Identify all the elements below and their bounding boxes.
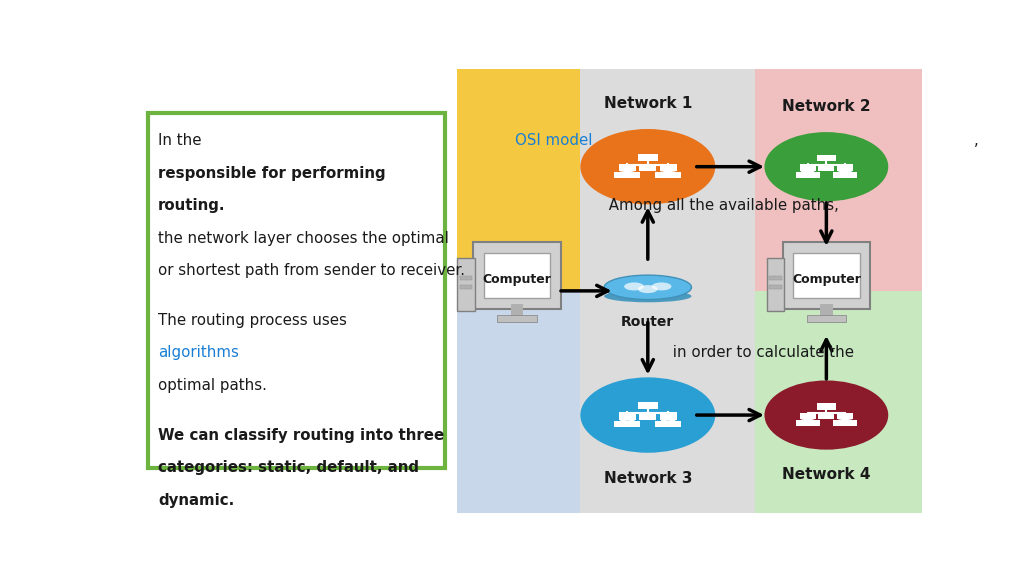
FancyBboxPatch shape [845, 420, 857, 426]
Text: Network 1: Network 1 [603, 96, 692, 111]
Circle shape [581, 377, 715, 453]
Text: the network layer chooses the optimal: the network layer chooses the optimal [158, 230, 450, 245]
Text: responsible for performing: responsible for performing [158, 166, 386, 181]
FancyBboxPatch shape [497, 315, 537, 322]
FancyBboxPatch shape [796, 420, 808, 426]
FancyBboxPatch shape [581, 69, 755, 513]
FancyBboxPatch shape [817, 155, 836, 161]
Text: The routing process uses: The routing process uses [158, 313, 352, 328]
FancyBboxPatch shape [483, 253, 550, 298]
Text: Computer: Computer [482, 273, 551, 286]
FancyBboxPatch shape [838, 412, 853, 419]
FancyBboxPatch shape [147, 113, 445, 468]
FancyBboxPatch shape [800, 412, 815, 419]
FancyBboxPatch shape [755, 69, 922, 291]
FancyBboxPatch shape [834, 172, 846, 177]
FancyBboxPatch shape [655, 420, 669, 427]
FancyBboxPatch shape [659, 412, 677, 420]
Ellipse shape [625, 282, 644, 290]
Text: ,: , [974, 134, 984, 149]
FancyBboxPatch shape [807, 420, 819, 426]
FancyBboxPatch shape [769, 276, 782, 280]
Ellipse shape [604, 275, 691, 300]
FancyBboxPatch shape [668, 420, 681, 427]
FancyBboxPatch shape [668, 172, 681, 179]
Text: Network 3: Network 3 [603, 471, 692, 486]
Text: OSI model: OSI model [515, 134, 593, 149]
FancyBboxPatch shape [458, 291, 581, 513]
Ellipse shape [604, 290, 691, 302]
FancyBboxPatch shape [627, 172, 640, 179]
FancyBboxPatch shape [807, 172, 819, 177]
Text: Network 2: Network 2 [782, 99, 870, 115]
FancyBboxPatch shape [614, 420, 628, 427]
Circle shape [765, 132, 888, 201]
FancyBboxPatch shape [838, 164, 853, 171]
FancyBboxPatch shape [769, 285, 782, 289]
FancyBboxPatch shape [845, 172, 857, 177]
Text: categories: static, default, and: categories: static, default, and [158, 460, 419, 475]
Text: routing.: routing. [158, 198, 225, 213]
FancyBboxPatch shape [793, 253, 860, 298]
FancyBboxPatch shape [638, 154, 658, 161]
Ellipse shape [638, 285, 657, 293]
Text: Network 4: Network 4 [782, 467, 870, 483]
FancyBboxPatch shape [460, 285, 472, 289]
Circle shape [765, 381, 888, 450]
FancyBboxPatch shape [458, 258, 475, 311]
FancyBboxPatch shape [614, 172, 628, 179]
Text: We can classify routing into three: We can classify routing into three [158, 428, 444, 443]
FancyBboxPatch shape [458, 69, 581, 291]
FancyBboxPatch shape [818, 164, 835, 171]
FancyBboxPatch shape [659, 164, 677, 171]
FancyBboxPatch shape [473, 242, 560, 309]
Text: Computer: Computer [792, 273, 861, 286]
FancyBboxPatch shape [755, 291, 922, 513]
Ellipse shape [651, 282, 672, 290]
FancyBboxPatch shape [782, 242, 870, 309]
Circle shape [581, 129, 715, 204]
FancyBboxPatch shape [511, 304, 523, 317]
Text: Router: Router [622, 315, 675, 329]
FancyBboxPatch shape [627, 420, 640, 427]
FancyBboxPatch shape [818, 412, 835, 419]
FancyBboxPatch shape [796, 172, 808, 177]
FancyBboxPatch shape [638, 402, 658, 410]
FancyBboxPatch shape [807, 315, 846, 322]
Text: or shortest path from sender to receiver.: or shortest path from sender to receiver… [158, 263, 465, 278]
FancyBboxPatch shape [834, 420, 846, 426]
Text: optimal paths.: optimal paths. [158, 378, 267, 393]
FancyBboxPatch shape [817, 403, 836, 410]
FancyBboxPatch shape [618, 412, 636, 420]
FancyBboxPatch shape [639, 164, 656, 171]
FancyBboxPatch shape [639, 412, 656, 420]
Text: in order to calculate the: in order to calculate the [668, 346, 854, 361]
Text: Among all the available paths,: Among all the available paths, [604, 198, 839, 213]
FancyBboxPatch shape [655, 172, 669, 179]
Text: dynamic.: dynamic. [158, 493, 234, 508]
Text: algorithms: algorithms [158, 346, 239, 361]
Text: In the: In the [158, 134, 207, 149]
FancyBboxPatch shape [767, 258, 784, 311]
FancyBboxPatch shape [460, 276, 472, 280]
FancyBboxPatch shape [800, 164, 815, 171]
FancyBboxPatch shape [820, 304, 833, 317]
FancyBboxPatch shape [618, 164, 636, 171]
